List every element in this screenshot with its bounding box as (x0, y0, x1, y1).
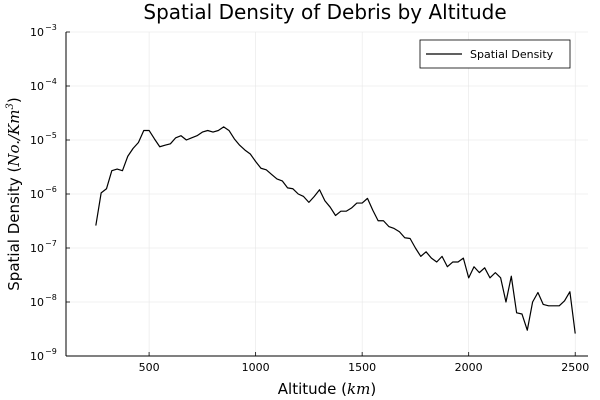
y-tick-exponent: −4 (45, 77, 57, 86)
y-axis-label: Spatial Density (No./Km3) (5, 97, 23, 290)
x-axis-label: Altitude (km) (278, 380, 376, 398)
x-ticks: 500 1000 1500 2000 2500 (139, 352, 589, 374)
chart-title: Spatial Density of Debris by Altitude (143, 0, 506, 24)
y-tick-label: 10 (30, 134, 44, 147)
y-tick-exponent: −5 (45, 131, 57, 140)
y-tick-exponent: −6 (45, 185, 57, 194)
y-tick-label: 10 (30, 242, 44, 255)
y-tick-exponent: −9 (45, 347, 57, 356)
x-tick-label: 1000 (242, 361, 270, 374)
x-tick-label: 2500 (561, 361, 589, 374)
y-tick-label: 10 (30, 80, 44, 93)
y-tick-exponent: −7 (45, 239, 57, 248)
grid (66, 31, 588, 357)
x-tick-label: 1500 (348, 361, 376, 374)
y-tick-exponent: −8 (45, 293, 57, 302)
x-tick-label: 2000 (455, 361, 483, 374)
y-ticks: 10−910−810−710−610−510−410−3 (30, 23, 70, 363)
legend: Spatial Density (419, 39, 571, 69)
y-tick-label: 10 (30, 188, 44, 201)
y-tick-exponent: −3 (45, 23, 57, 32)
x-tick-label: 500 (139, 361, 160, 374)
y-tick-label: 10 (30, 296, 44, 309)
y-tick-label: 10 (30, 26, 44, 39)
series-line-spatial-density (95, 126, 576, 334)
y-tick-label: 10 (30, 350, 44, 363)
legend-label: Spatial Density (470, 48, 554, 61)
